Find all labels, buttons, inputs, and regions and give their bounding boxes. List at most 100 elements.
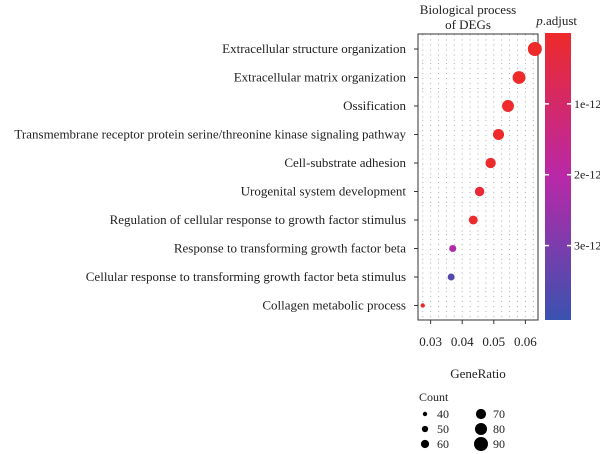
grid-dot bbox=[477, 310, 479, 313]
grid-dot bbox=[461, 173, 463, 175]
grid-dot bbox=[430, 315, 432, 318]
grid-dot bbox=[430, 181, 432, 184]
grid-dot bbox=[532, 196, 534, 199]
grid-dot bbox=[501, 163, 503, 165]
grid-dot bbox=[493, 77, 495, 80]
grid-dot bbox=[516, 267, 519, 269]
grid-dot bbox=[485, 134, 487, 137]
grid-dot bbox=[485, 230, 487, 232]
grid-dot bbox=[422, 148, 424, 150]
grid-dot bbox=[524, 163, 526, 165]
grid-dot bbox=[469, 262, 471, 264]
grid-dot bbox=[422, 186, 424, 189]
grid-dot bbox=[508, 272, 511, 274]
grid-dot bbox=[437, 173, 440, 175]
grid-dot bbox=[508, 54, 511, 56]
grid-dot bbox=[501, 315, 503, 318]
grid-dot bbox=[453, 290, 455, 293]
grid-dot bbox=[501, 82, 503, 85]
grid-dot bbox=[445, 44, 448, 46]
grid-dot bbox=[532, 124, 534, 127]
grid-dot bbox=[469, 272, 471, 274]
grid-dot bbox=[430, 290, 432, 293]
grid-dot bbox=[469, 119, 471, 122]
grid-dot bbox=[501, 225, 503, 227]
grid-dot bbox=[422, 173, 424, 175]
data-point bbox=[512, 71, 526, 84]
grid-dot bbox=[453, 34, 455, 36]
grid-dot bbox=[422, 54, 424, 56]
grid-dot bbox=[477, 129, 479, 132]
grid-dot bbox=[532, 262, 534, 264]
grid-dot bbox=[461, 101, 463, 103]
grid-dot bbox=[453, 163, 455, 165]
grid-dot bbox=[485, 158, 487, 160]
grid-dot bbox=[485, 181, 487, 184]
grid-dot bbox=[493, 210, 495, 212]
grid-dot bbox=[437, 277, 440, 279]
grid-dot bbox=[508, 210, 511, 212]
grid-dot bbox=[524, 233, 526, 236]
category-label: Transmembrane receptor protein serine/th… bbox=[14, 127, 406, 142]
grid-dot bbox=[422, 295, 424, 298]
grid-dot bbox=[516, 67, 519, 70]
grid-dot bbox=[532, 201, 534, 204]
grid-dot bbox=[422, 153, 424, 155]
grid-dot bbox=[453, 210, 455, 212]
grid-dot bbox=[437, 290, 440, 293]
grid-dot bbox=[445, 186, 448, 189]
grid-dot bbox=[437, 129, 440, 132]
x-tick-label: 0.04 bbox=[451, 334, 474, 349]
grid-dot bbox=[437, 106, 440, 108]
grid-dot bbox=[516, 129, 519, 132]
grid-dot bbox=[461, 82, 463, 85]
grid-dot bbox=[477, 163, 479, 165]
grid-dot bbox=[501, 287, 503, 289]
grid-dot bbox=[445, 282, 448, 284]
grid-dot bbox=[493, 201, 495, 204]
grid-dot bbox=[437, 267, 440, 269]
grid-dot bbox=[532, 111, 534, 113]
x-tick-label: 0.05 bbox=[482, 334, 505, 349]
grid-dot bbox=[524, 230, 526, 232]
grid-dot bbox=[516, 310, 519, 313]
grid-dot bbox=[422, 215, 424, 217]
grid-dot bbox=[501, 305, 503, 308]
grid-dot bbox=[430, 262, 432, 264]
grid-dot bbox=[453, 54, 455, 56]
grid-dot bbox=[508, 310, 511, 313]
grid-dot bbox=[516, 116, 519, 118]
grid-dot bbox=[461, 144, 463, 147]
grid-dot bbox=[532, 67, 534, 70]
grid-dot bbox=[493, 39, 495, 41]
grid-dot bbox=[485, 225, 487, 227]
grid-dot bbox=[445, 139, 448, 142]
grid-dot bbox=[532, 77, 534, 80]
grid-dot bbox=[485, 119, 487, 122]
grid-dot bbox=[461, 295, 463, 298]
grid-dot bbox=[445, 91, 448, 93]
grid-dot bbox=[453, 39, 455, 41]
grid-dot bbox=[469, 267, 471, 269]
grid-dot bbox=[493, 243, 495, 246]
grid-dot bbox=[493, 96, 495, 98]
grid-dot bbox=[485, 210, 487, 212]
size-legend-dot bbox=[420, 439, 430, 449]
grid-dot bbox=[461, 267, 463, 269]
grid-dot bbox=[469, 168, 471, 170]
grid-dot bbox=[524, 262, 526, 264]
chart-title-line2: of DEGs bbox=[445, 17, 491, 32]
grid-dot bbox=[430, 238, 432, 241]
grid-dot bbox=[508, 119, 511, 122]
grid-dot bbox=[508, 196, 511, 199]
grid-dot bbox=[453, 295, 455, 298]
grid-dot bbox=[524, 59, 526, 61]
grid-dot bbox=[430, 300, 432, 303]
grid-dot bbox=[453, 230, 455, 232]
grid-dot bbox=[501, 262, 503, 264]
grid-dot bbox=[493, 148, 495, 150]
grid-dot bbox=[430, 158, 432, 160]
grid-dot bbox=[461, 220, 463, 222]
x-axis-label: GeneRatio bbox=[450, 366, 506, 381]
grid-dot bbox=[422, 243, 424, 246]
